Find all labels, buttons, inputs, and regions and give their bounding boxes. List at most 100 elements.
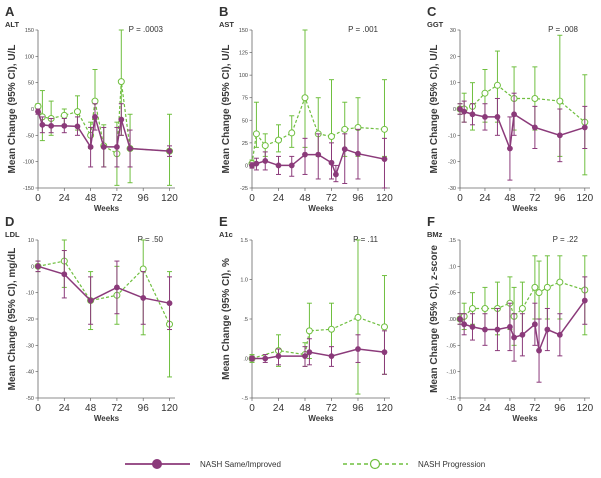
data-point xyxy=(481,89,489,97)
y-tick-label: -20 xyxy=(448,160,456,166)
data-point xyxy=(355,346,361,352)
x-tick-label: 96 xyxy=(138,403,150,414)
x-tick-label: 48 xyxy=(504,403,516,414)
x-tick-label: 120 xyxy=(161,403,178,414)
data-point xyxy=(531,321,538,328)
x-tick-label: 24 xyxy=(59,403,71,414)
x-tick-label: 0 xyxy=(35,193,41,204)
y-tick-label: -25 xyxy=(240,186,248,192)
x-tick-label: 48 xyxy=(85,403,97,414)
data-point xyxy=(544,326,551,333)
data-point xyxy=(536,347,542,354)
y-axis-title: Mean Change (95% CI), % xyxy=(221,258,232,380)
y-tick-label: 20 xyxy=(450,54,456,60)
y-tick-label: -30 xyxy=(448,186,456,192)
y-tick-label: -50 xyxy=(26,133,34,139)
data-point xyxy=(305,327,313,335)
data-point xyxy=(511,111,517,118)
y-tick-label: 50 xyxy=(28,81,34,87)
legend-progression-marker xyxy=(369,458,381,470)
x-tick-label: 48 xyxy=(85,193,97,204)
y-tick-label: .05 xyxy=(448,291,456,297)
p-value: P = .22 xyxy=(553,235,579,244)
x-tick-label: 24 xyxy=(59,193,71,204)
panel-letter: C xyxy=(427,4,437,19)
data-point xyxy=(275,162,282,169)
data-point xyxy=(457,106,463,112)
y-tick-label: 0 xyxy=(31,107,34,113)
x-tick-label: 120 xyxy=(576,193,593,204)
data-point xyxy=(341,125,349,133)
y-axis-title: Mean Change (95% CI), z-score xyxy=(429,245,440,393)
data-point xyxy=(91,97,99,105)
y-axis-title: Mean Change (95% CI), mg/dL xyxy=(7,248,18,391)
panel-letter: A xyxy=(5,4,15,19)
series-improved xyxy=(35,250,173,331)
legend-improved-label: NASH Same/Improved xyxy=(200,460,281,469)
data-point xyxy=(87,144,94,150)
y-tick-label: 75 xyxy=(242,96,248,102)
series-improved xyxy=(457,92,588,181)
y-tick-label: 10 xyxy=(450,81,456,87)
series-improved xyxy=(249,128,388,189)
x-tick-label: 120 xyxy=(161,193,178,204)
legend-improved-marker xyxy=(152,459,162,469)
data-point xyxy=(531,94,539,102)
x-tick-label: 120 xyxy=(576,403,593,414)
x-tick-label: 96 xyxy=(138,193,150,204)
data-point xyxy=(61,122,68,129)
y-axis-title: Mean Change (95% CI), U/L xyxy=(7,45,18,174)
y-tick-label: .00 xyxy=(448,317,456,323)
data-point xyxy=(556,331,563,338)
series-improved xyxy=(35,103,173,168)
data-point xyxy=(253,160,260,167)
data-point xyxy=(556,278,564,286)
series-progression xyxy=(34,239,174,378)
y-tick-label: 0 xyxy=(31,264,34,270)
data-point xyxy=(302,353,308,360)
data-point xyxy=(306,349,313,356)
x-tick-label: 24 xyxy=(479,403,491,414)
y-tick-label: -.15 xyxy=(447,396,456,402)
x-tick-label: 0 xyxy=(249,193,255,204)
data-point xyxy=(327,133,335,141)
y-tick-label: .5 xyxy=(243,317,248,323)
x-tick-label: 0 xyxy=(249,403,255,414)
data-point xyxy=(35,108,41,115)
x-tick-label: 96 xyxy=(352,193,364,204)
data-point xyxy=(519,331,526,338)
data-point xyxy=(73,108,81,116)
data-point xyxy=(166,300,173,307)
p-value: P = .008 xyxy=(548,25,578,34)
y-tick-label: 25 xyxy=(242,141,248,147)
data-point xyxy=(380,323,388,331)
panel-letter: F xyxy=(427,214,435,229)
x-tick-label: 72 xyxy=(326,403,338,414)
legend: NASH Same/Improved NASH Progression xyxy=(125,458,485,470)
series-line xyxy=(37,260,171,325)
series-line xyxy=(37,265,170,304)
data-point xyxy=(507,145,513,152)
x-tick-label: 72 xyxy=(326,193,338,204)
data-point xyxy=(114,144,120,150)
data-point xyxy=(581,124,588,131)
x-tick-label: 48 xyxy=(299,193,311,204)
data-point xyxy=(127,145,133,152)
y-tick-label: -10 xyxy=(26,291,34,297)
y-tick-label: -150 xyxy=(23,186,34,192)
y-tick-label: 100 xyxy=(239,73,248,79)
x-tick-label: 0 xyxy=(457,193,463,204)
data-point xyxy=(518,304,526,312)
data-point xyxy=(494,114,501,120)
x-tick-label: 72 xyxy=(529,403,541,414)
data-point xyxy=(301,94,309,102)
data-point xyxy=(288,129,296,137)
data-point xyxy=(468,304,476,312)
data-point xyxy=(355,150,361,157)
data-point xyxy=(100,144,107,150)
data-point xyxy=(531,124,538,131)
y-axis-title: Mean Change (95% CI), U/L xyxy=(429,45,440,174)
